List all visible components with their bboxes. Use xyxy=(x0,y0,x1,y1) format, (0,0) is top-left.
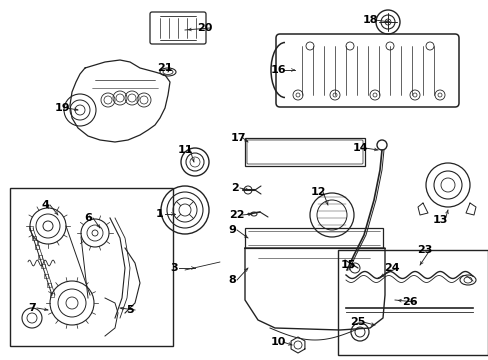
Text: 12: 12 xyxy=(309,187,325,197)
Bar xyxy=(41,264,45,268)
Text: 8: 8 xyxy=(228,275,235,285)
Bar xyxy=(244,228,382,248)
Text: 7: 7 xyxy=(28,303,36,313)
Text: 9: 9 xyxy=(227,225,235,235)
Text: 23: 23 xyxy=(416,245,432,255)
Text: 6: 6 xyxy=(84,213,92,223)
Text: 2: 2 xyxy=(231,183,238,193)
Text: 3: 3 xyxy=(170,263,178,273)
Bar xyxy=(10,188,173,346)
Text: 24: 24 xyxy=(384,263,399,273)
Text: 11: 11 xyxy=(177,145,192,155)
Text: 10: 10 xyxy=(270,337,285,347)
Text: 5: 5 xyxy=(126,305,134,315)
Bar xyxy=(50,293,54,297)
Text: 22: 22 xyxy=(229,210,244,220)
Bar xyxy=(337,250,487,355)
Text: 21: 21 xyxy=(157,63,172,73)
Text: 17: 17 xyxy=(230,133,245,143)
Text: 13: 13 xyxy=(431,215,447,225)
Text: 18: 18 xyxy=(362,15,377,25)
Bar xyxy=(32,235,36,239)
Bar xyxy=(44,274,48,278)
Text: 15: 15 xyxy=(340,260,355,270)
Text: 19: 19 xyxy=(54,103,70,113)
Text: 16: 16 xyxy=(270,65,285,75)
Bar xyxy=(29,226,33,230)
Bar xyxy=(35,245,39,249)
Bar xyxy=(47,283,51,287)
Bar xyxy=(244,138,364,166)
Text: 26: 26 xyxy=(401,297,417,307)
Text: 4: 4 xyxy=(41,200,49,210)
Text: 1: 1 xyxy=(156,209,163,219)
Text: 25: 25 xyxy=(349,317,365,327)
Text: 20: 20 xyxy=(197,23,212,33)
Bar xyxy=(38,255,42,259)
Text: 14: 14 xyxy=(351,143,367,153)
